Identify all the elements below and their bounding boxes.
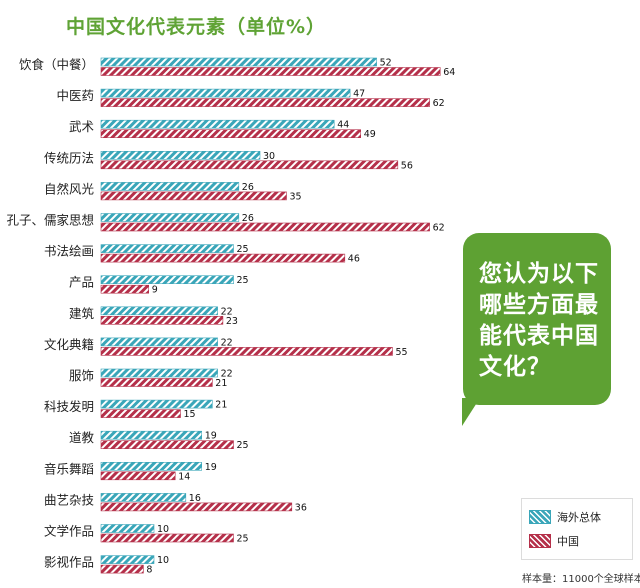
bar-china: [100, 409, 181, 418]
value-label-overseas: 10: [157, 555, 169, 566]
value-label-china: 64: [443, 67, 455, 78]
bar-china: [100, 315, 224, 325]
bar-overseas: [100, 275, 234, 285]
value-label-china: 23: [226, 316, 238, 327]
bar-overseas: [100, 306, 218, 316]
value-label-china: 49: [364, 129, 376, 140]
legend-item-china: 中国: [529, 532, 579, 550]
category-label: 曲艺杂技: [44, 492, 95, 507]
bar-overseas: [100, 213, 240, 222]
bar-china: [100, 67, 441, 76]
bar-overseas: [100, 493, 187, 502]
legend: 海外总体 中国: [521, 498, 633, 560]
value-label-china: 36: [295, 502, 307, 513]
bar-overseas: [100, 182, 240, 191]
legend-item-overseas: 海外总体: [529, 508, 601, 526]
value-label-overseas: 16: [189, 493, 201, 504]
value-label-china: 35: [290, 191, 302, 202]
category-label: 文学作品: [44, 524, 94, 539]
bar-china: [100, 191, 287, 201]
value-label-overseas: 21: [215, 400, 227, 411]
callout-tail: [462, 398, 480, 426]
category-label: 影视作品: [44, 555, 94, 570]
legend-label-china: 中国: [557, 535, 579, 548]
bar-china: [100, 284, 150, 294]
value-label-overseas: 19: [205, 431, 217, 442]
value-label-overseas: 44: [337, 120, 349, 131]
value-label-china: 9: [152, 285, 158, 296]
value-label-overseas: 22: [221, 337, 233, 348]
category-label: 道教: [69, 430, 95, 445]
value-label-overseas: 30: [263, 151, 275, 162]
callout-text: 您认为以下哪些方面最能代表中国文化？: [479, 261, 599, 380]
category-label: 传统历法: [44, 150, 94, 165]
bar-china: [100, 129, 362, 138]
value-label-china: 25: [237, 534, 249, 545]
category-label: 音乐舞蹈: [44, 461, 94, 476]
bar-overseas: [100, 119, 335, 129]
bar-overseas: [100, 399, 213, 409]
bar-overseas: [100, 430, 202, 440]
value-label-overseas: 19: [205, 462, 217, 473]
category-label: 科技发明: [44, 399, 94, 414]
legend-label-overseas: 海外总体: [557, 511, 601, 524]
category-label: 自然风光: [44, 181, 94, 196]
bar-china: [100, 347, 393, 356]
category-label: 文化典籍: [44, 337, 94, 352]
bar-china: [100, 253, 346, 263]
category-label: 书法绘画: [44, 244, 94, 259]
category-label: 产品: [69, 275, 94, 290]
bar-china: [100, 222, 430, 232]
bar-overseas: [100, 524, 155, 533]
value-label-china: 62: [433, 98, 445, 109]
sample-size-note: 样本量：11000个全球样本: [522, 574, 640, 585]
value-label-overseas: 22: [221, 306, 233, 317]
bar-overseas: [100, 368, 218, 378]
value-label-china: 25: [237, 440, 249, 451]
value-label-overseas: 26: [242, 182, 254, 193]
value-label-overseas: 52: [380, 58, 392, 69]
category-label: 服饰: [69, 368, 94, 383]
bar-overseas: [100, 57, 377, 67]
value-label-china: 55: [396, 347, 408, 358]
value-label-china: 56: [401, 160, 413, 171]
category-label: 建筑: [69, 306, 95, 321]
bar-overseas: [100, 555, 155, 564]
category-label: 饮食（中餐）: [19, 57, 94, 72]
bar-china: [100, 98, 430, 107]
category-label: 武术: [69, 119, 95, 134]
bar-overseas: [100, 151, 261, 160]
bar-china: [100, 378, 213, 387]
legend-swatch-overseas: [529, 510, 551, 524]
value-label-overseas: 47: [353, 89, 365, 100]
value-label-china: 46: [348, 254, 360, 265]
value-label-china: 14: [178, 471, 190, 482]
value-label-overseas: 10: [157, 524, 169, 535]
category-label: 孔子、儒家思想: [6, 213, 94, 228]
value-label-overseas: 25: [237, 275, 249, 286]
category-label: 中医药: [56, 88, 94, 103]
bar-overseas: [100, 337, 218, 347]
chart-title: 中国文化代表元素（单位%）: [66, 16, 327, 38]
value-label-china: 15: [184, 409, 196, 420]
bar-china: [100, 471, 176, 481]
bar-china: [100, 502, 293, 512]
value-label-overseas: 22: [221, 369, 233, 380]
value-label-china: 8: [146, 565, 152, 576]
bar-china: [100, 564, 144, 574]
value-label-china: 62: [433, 223, 445, 234]
bar-china: [100, 533, 234, 543]
value-label-china: 21: [215, 378, 227, 389]
question-callout: 您认为以下哪些方面最能代表中国文化？: [463, 233, 611, 405]
legend-swatch-china: [529, 534, 551, 548]
bar-overseas: [100, 461, 202, 471]
bar-overseas: [100, 244, 234, 253]
value-label-overseas: 25: [237, 244, 249, 255]
value-label-overseas: 26: [242, 213, 254, 224]
bar-china: [100, 160, 399, 170]
bar-overseas: [100, 88, 351, 98]
bar-china: [100, 440, 234, 450]
